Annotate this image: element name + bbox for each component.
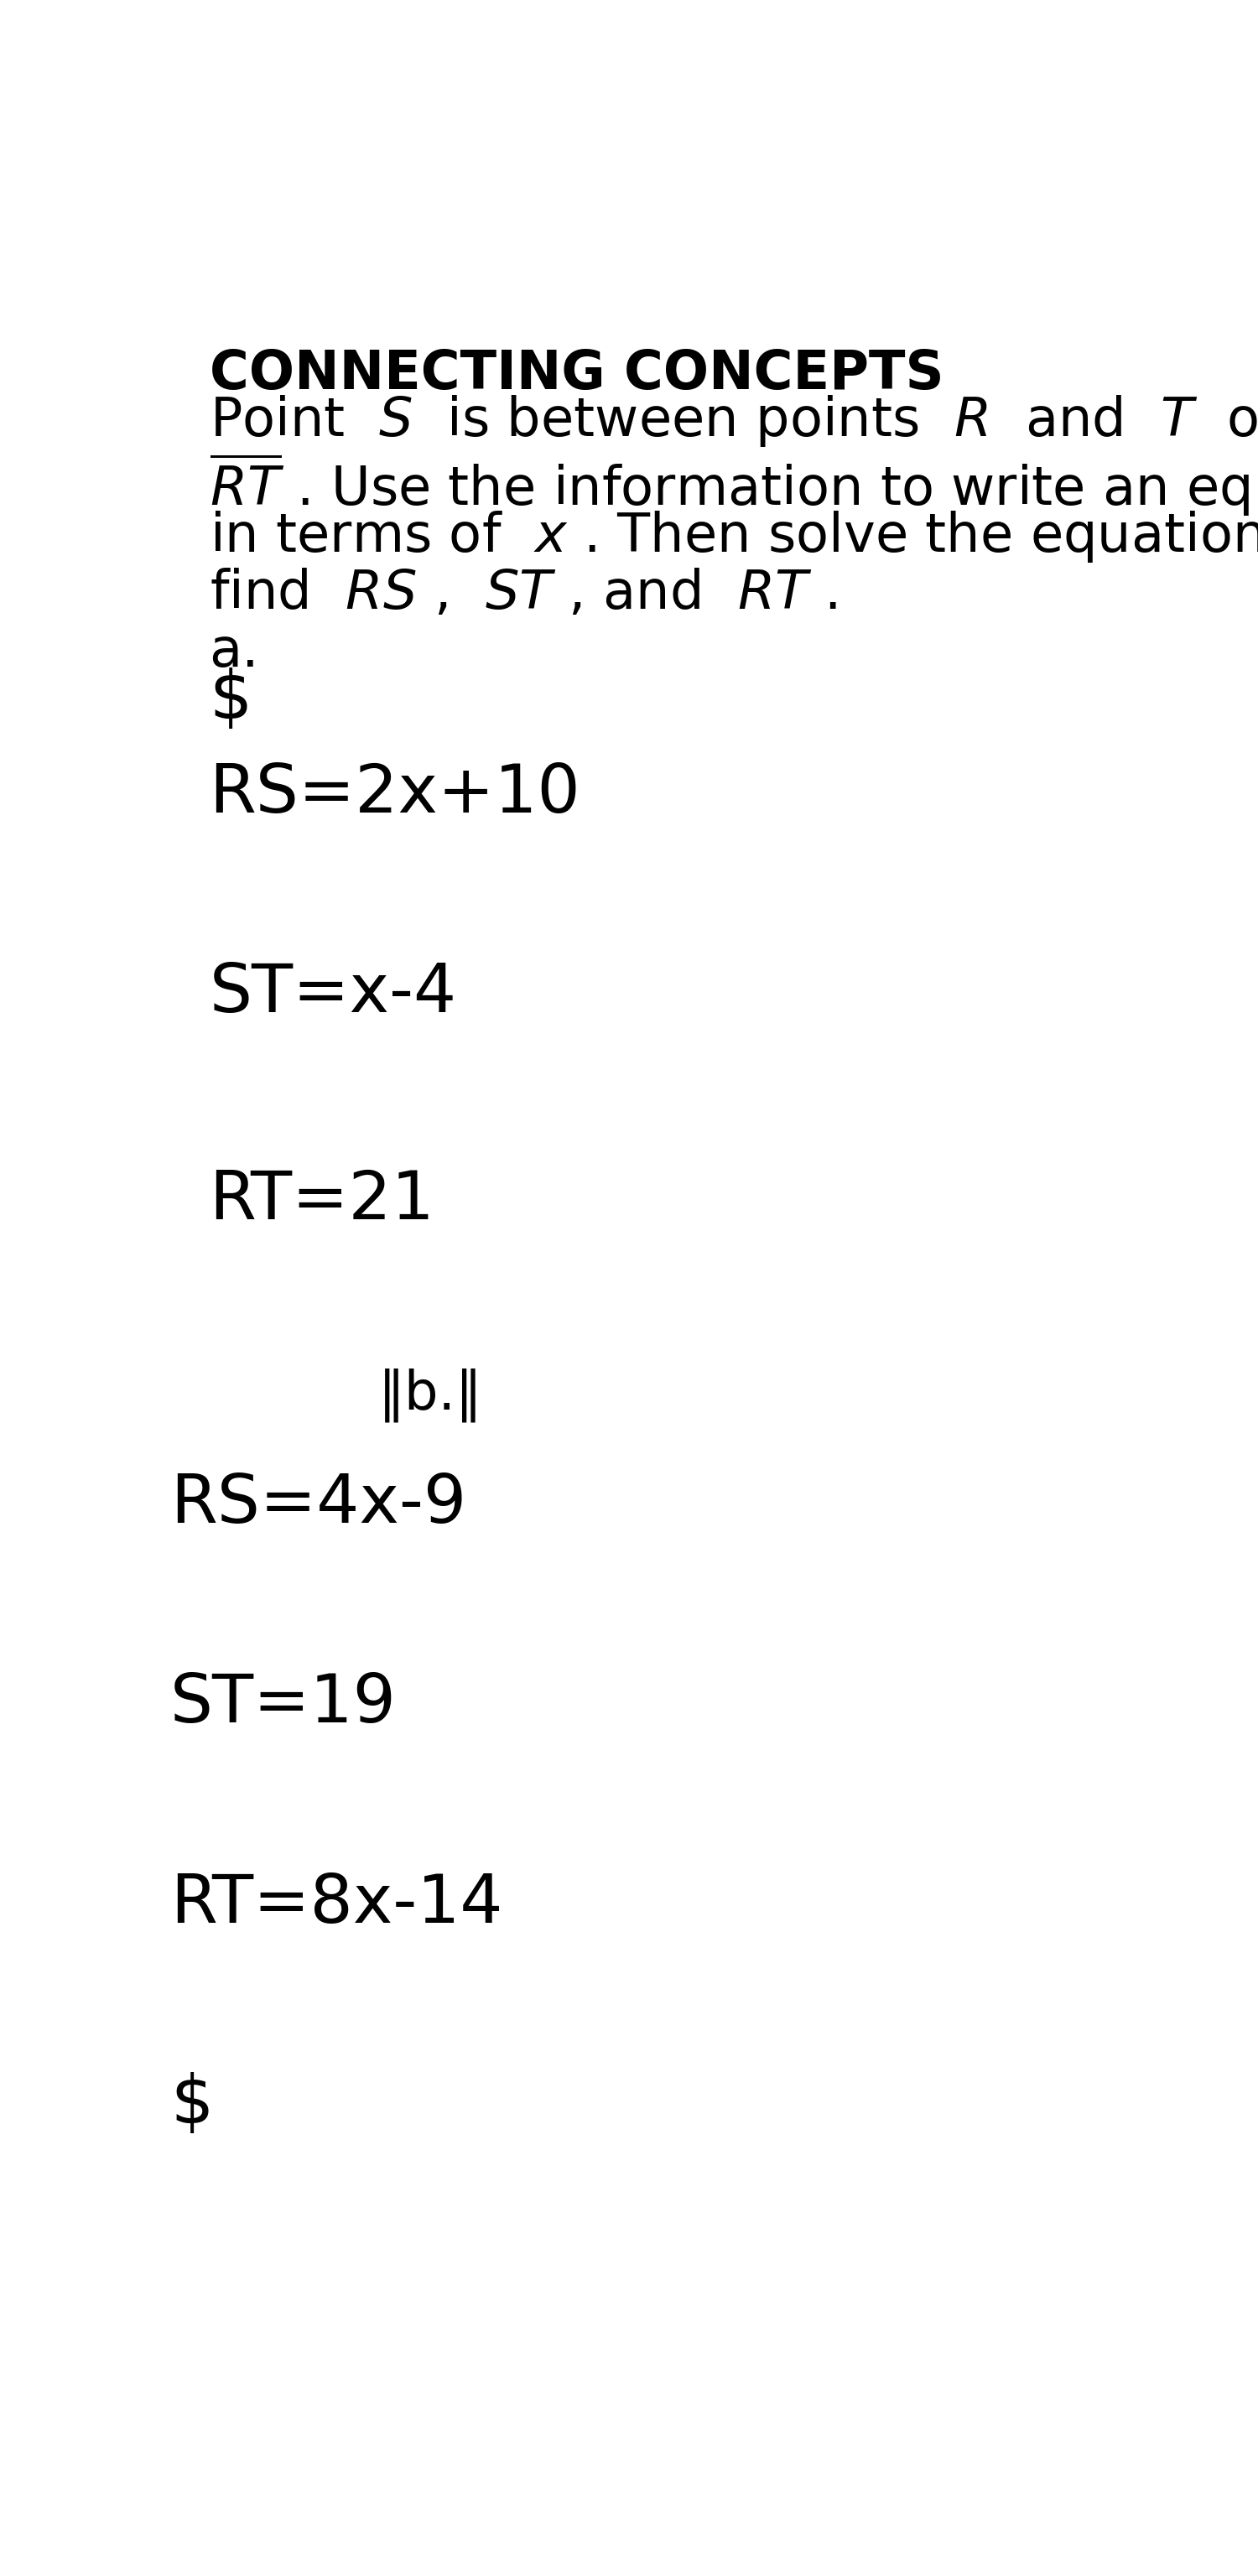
Text: ST=19: ST=19 bbox=[170, 1672, 396, 1736]
Text: Point  $S$  is between points  $R$  and  $T$  on: Point $S$ is between points $R$ and $T$ … bbox=[209, 394, 1258, 448]
Text: RS=2x+10: RS=2x+10 bbox=[209, 760, 580, 827]
Text: CONNECTING CONCEPTS: CONNECTING CONCEPTS bbox=[209, 348, 944, 399]
Text: in terms of  $x$ . Then solve the equation and: in terms of $x$ . Then solve the equatio… bbox=[209, 510, 1258, 564]
Text: a.: a. bbox=[209, 626, 259, 677]
Text: ST=x-4: ST=x-4 bbox=[209, 961, 457, 1028]
Text: RT=21: RT=21 bbox=[209, 1167, 435, 1234]
Text: $: $ bbox=[209, 667, 252, 734]
Text: $: $ bbox=[170, 2071, 213, 2138]
Text: RT=8x-14: RT=8x-14 bbox=[170, 1873, 503, 1937]
Text: ‖b.‖: ‖b.‖ bbox=[379, 1368, 483, 1422]
Text: RS=4x-9: RS=4x-9 bbox=[170, 1471, 467, 1538]
Text: find  $RS$ ,  $ST$ , and  $RT$ .: find $RS$ , $ST$ , and $RT$ . bbox=[209, 567, 837, 618]
Text: $\overline{RT}$ . Use the information to write an equation: $\overline{RT}$ . Use the information to… bbox=[209, 451, 1258, 518]
